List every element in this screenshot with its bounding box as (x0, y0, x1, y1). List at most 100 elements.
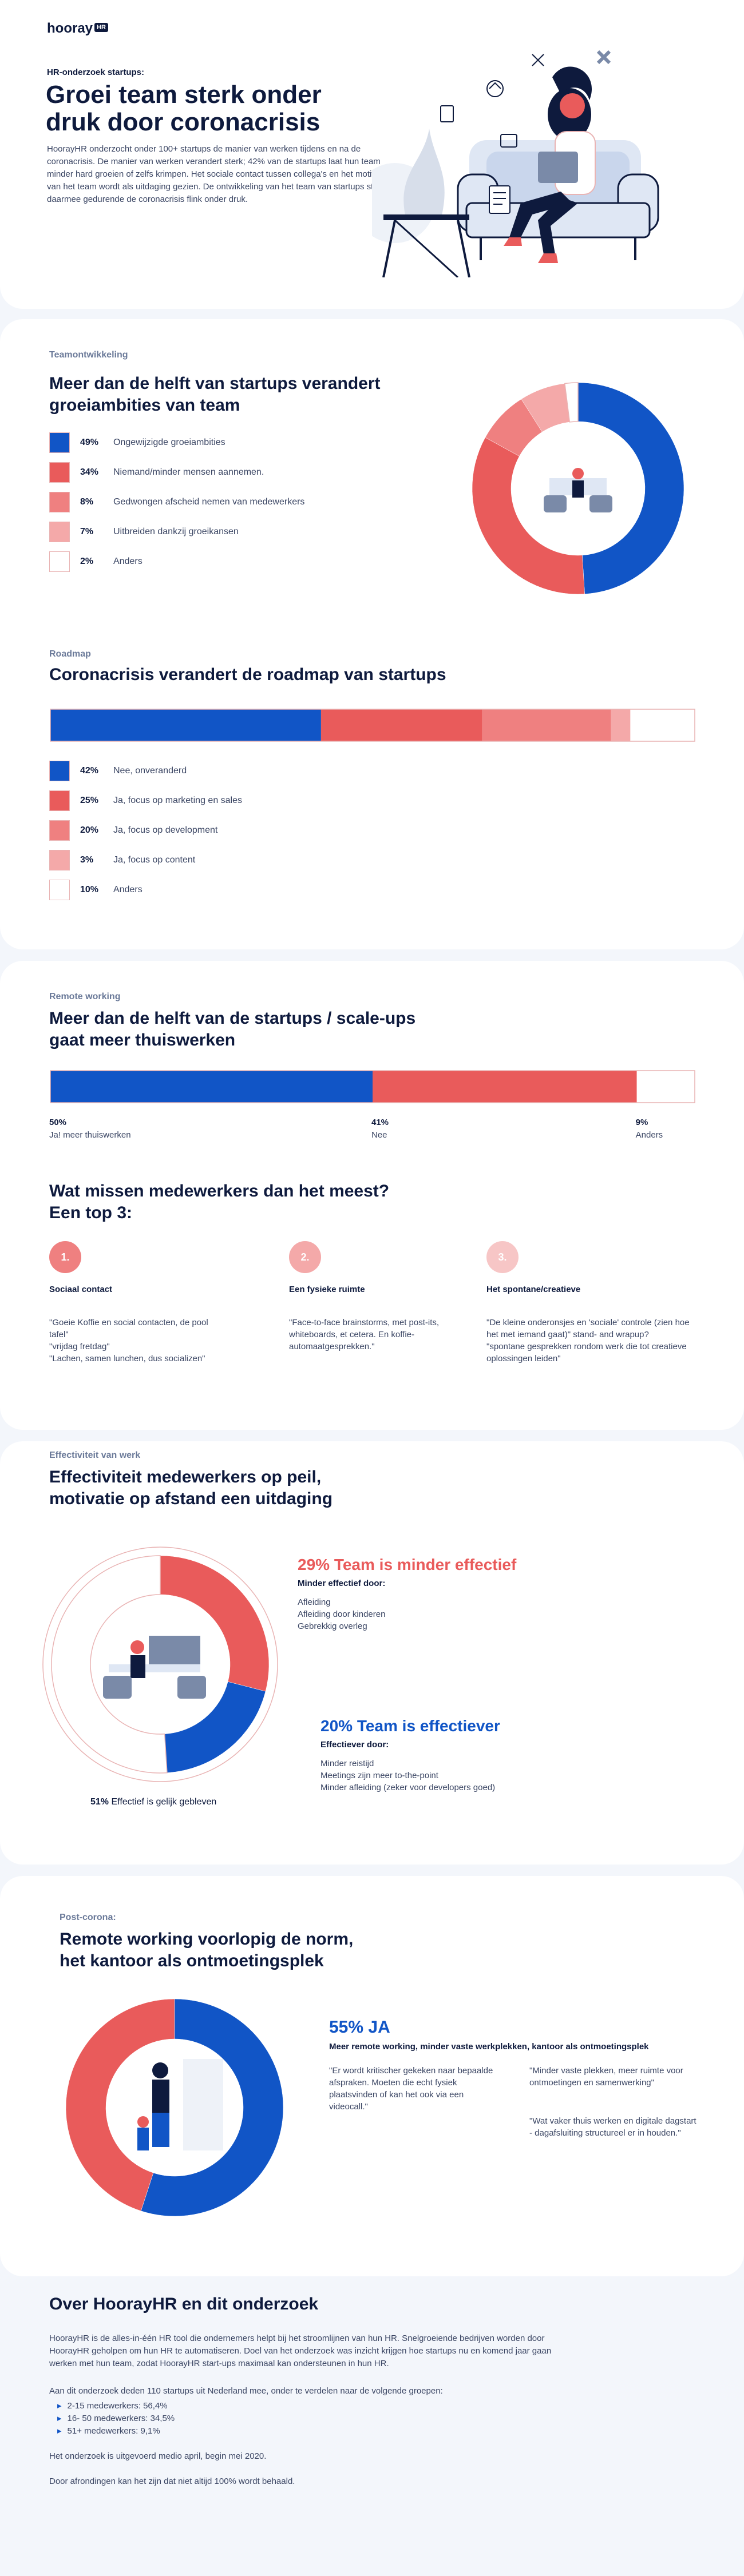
effect-donut-illustration (103, 1636, 206, 1699)
top3-heading: Sociaal contact (49, 1285, 113, 1294)
reason-item: Minder reistijd (320, 1759, 374, 1768)
top3-number-1: 1. (49, 1241, 81, 1273)
header-card: hooray HR HR-onderzoek startups: Groei te… (0, 0, 744, 309)
legend-label: Gedwongen afscheid nemen van medewerkers (113, 497, 305, 507)
legend-label: Ja, focus op content (113, 855, 196, 865)
top3-heading: Een fysieke ruimte (289, 1285, 365, 1294)
remote-title-line2: gaat meer thuiswerken (49, 1031, 236, 1050)
team-legend-item: 49% Ongewijzigde groeiambities (49, 431, 225, 454)
remote-label-text: Anders (635, 1130, 663, 1140)
effect-title-line2: motivatie op afstand een uitdaging (49, 1489, 333, 1508)
roadmap-legend-item: 20% Ja, focus op development (49, 819, 217, 842)
post-title-line2: het kantoor als ontmoetingsplek (60, 1951, 324, 1970)
legend-label: Ongewijzigde groeiambities (113, 438, 225, 447)
missing-title-line1: Wat missen medewerkers dan het meest? (49, 1182, 390, 1200)
team-kicker: Teamontwikkeling (49, 350, 128, 360)
legend-pct: 42% (80, 766, 99, 776)
post-card: Post-corona: Remote working voorlopig de… (0, 1876, 744, 2276)
post-quote-1: "Er wordt kritischer gekeken naar bepaal… (329, 2066, 493, 2112)
team-title: Meer dan de helft van startups verandert… (49, 373, 381, 416)
reason-item: Afleiding door kinderen (298, 1609, 386, 1619)
top3-quote: "spontane gesprekken rondom werk die tot… (486, 1342, 687, 1363)
roadmap-legend-item: 10% Anders (49, 878, 143, 901)
effect-less-reasons: Afleiding Afleiding door kinderen Gebrekki… (298, 1596, 641, 1632)
roadmap-bar-segment-1 (320, 709, 482, 741)
top3-quote: "vrijdag fretdag" (49, 1342, 110, 1351)
effect-less-block: 29% Team is minder effectief Minder effe… (298, 1556, 641, 1632)
team-donut-slice-0 (577, 382, 684, 594)
about-group-item: ▸ 16- 50 medewerkers: 34,5% (49, 2412, 696, 2425)
top3-number-3: 3. (486, 1241, 519, 1273)
remote-label: 41% Nee (371, 1116, 389, 1142)
remote-label-pct: 50% (49, 1118, 67, 1127)
top3-quote: "Face-to-face brainstorms, met post-its,… (289, 1318, 440, 1351)
top3-quotes: "Face-to-face brainstorms, met post-its,… (289, 1317, 461, 1353)
post-donut-slice-0 (140, 1998, 284, 2217)
effect-title: Effectiviteit medewerkers op peil, motiv… (49, 1466, 333, 1510)
post-donut-illustration (137, 2059, 223, 2150)
legend-label: Ja, focus op marketing en sales (113, 796, 243, 805)
legend-swatch (49, 492, 70, 512)
logo-badge: HR (94, 23, 108, 32)
effect-less-headline: 29% Team is minder effectief (298, 1556, 517, 1573)
about-groups: ▸ 2-15 medewerkers: 56,4% ▸ 16- 50 medewerk… (49, 2400, 696, 2438)
logo-text: hooray (47, 21, 93, 36)
effect-more-sub: Effectiever door: (320, 1740, 389, 1750)
team-donut-slice-4 (564, 382, 579, 423)
bullet-icon: ▸ (57, 2426, 62, 2436)
roadmap-legend-item: 25% Ja, focus op marketing en sales (49, 789, 242, 812)
legend-label: Ja, focus op development (113, 825, 218, 835)
missing-title: Wat missen medewerkers dan het meest? Ee… (49, 1180, 389, 1224)
effect-donut-slice-2 (51, 1555, 168, 1774)
team-title-line2: groeiambities van team (49, 396, 240, 415)
remote-label: 50% Ja! meer thuiswerken (49, 1116, 131, 1142)
effect-title-line1: Effectiviteit medewerkers op peil, (49, 1468, 322, 1486)
legend-pct: 49% (80, 438, 99, 447)
reason-item: Minder afleiding (zeker voor developers … (320, 1783, 496, 1792)
top3-number-2: 2. (289, 1241, 321, 1273)
about-p2: Aan dit onderzoek deden 110 startups uit… (49, 2386, 443, 2396)
about-group-text: 16- 50 medewerkers: 34,5% (67, 2414, 175, 2423)
effect-same-label: 51% Effectief is gelijk gebleven (90, 1797, 216, 1807)
remote-kicker: Remote working (49, 992, 121, 1001)
top3-heading: Het spontane/creatieve (486, 1285, 581, 1294)
logo[interactable]: hooray HR (47, 21, 108, 37)
legend-label: Uitbreiden dankzij groeikansen (113, 527, 239, 536)
post-donut-slice-1 (65, 1998, 175, 2212)
reason-item: Gebrekkig overleg (298, 1621, 367, 1631)
remote-label-pct: 41% (371, 1118, 389, 1127)
remote-bar-segment-2 (636, 1071, 695, 1103)
legend-pct: 3% (80, 855, 94, 865)
team-card: Teamontwikkeling Meer dan de helft van s… (0, 319, 744, 949)
remote-label-text: Nee (371, 1130, 387, 1140)
bullet-icon: ▸ (57, 2401, 62, 2411)
roadmap-kicker: Roadmap (49, 649, 91, 659)
remote-label-pct: 9% (635, 1118, 648, 1127)
remote-bar-frame (50, 1070, 695, 1103)
remote-label: 9% Anders (636, 1116, 663, 1142)
roadmap-bar-frame (50, 709, 695, 742)
remote-title-line1: Meer dan de helft van de startups / scal… (49, 1009, 416, 1028)
effect-donut-outline (42, 1547, 278, 1782)
team-donut-chart (472, 382, 684, 595)
page-title: Groei team sterk onder druk door coronac… (46, 81, 322, 136)
post-sub: Meer remote working, minder vaste werkpl… (329, 2042, 649, 2052)
legend-label: Niemand/minder mensen aannemen. (113, 467, 264, 477)
about-group-text: 2-15 medewerkers: 56,4% (67, 2401, 168, 2411)
about-p1: HoorayHR is de alles-in-één HR tool die … (49, 2333, 552, 2368)
effect-same-text: Effectief is gelijk gebleven (111, 1797, 217, 1807)
post-title-line1: Remote working voorlopig de norm, (60, 1930, 354, 1949)
about-p3: Het onderzoek is uitgevoerd medio april,… (49, 2451, 267, 2461)
post-quote-3: "Wat vaker thuis werken en digitale dags… (529, 2116, 696, 2138)
legend-swatch (49, 790, 70, 811)
team-legend-item: 34% Niemand/minder mensen aannemen. (49, 461, 264, 484)
legend-pct: 34% (80, 467, 99, 477)
effect-less-sub: Minder effectief door: (298, 1579, 386, 1588)
team-donut-slice-1 (472, 437, 585, 595)
header-kicker: HR-onderzoek startups: (47, 67, 145, 77)
remote-card: Remote working Meer dan de helft van de … (0, 961, 744, 1430)
header-illustration (372, 50, 659, 277)
missing-title-line2: Een top 3: (49, 1203, 133, 1222)
team-title-line1: Meer dan de helft van startups verandert (49, 374, 381, 393)
legend-label: Nee, onveranderd (113, 766, 187, 776)
